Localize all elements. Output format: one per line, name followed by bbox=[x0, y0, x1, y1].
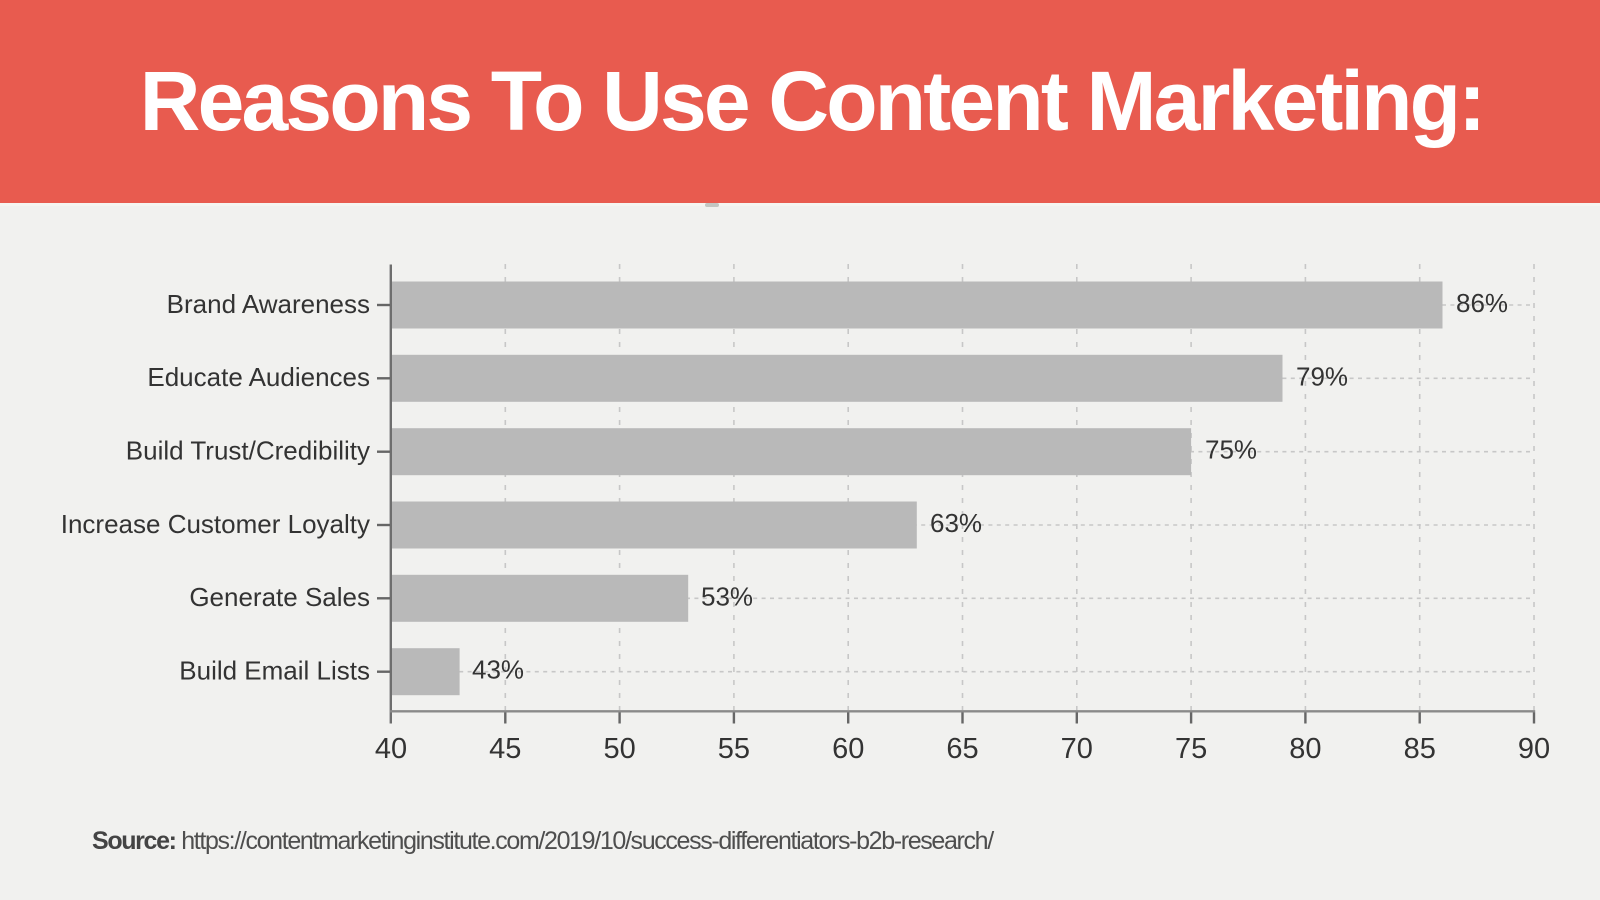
svg-text:Build Email Lists: Build Email Lists bbox=[179, 656, 370, 686]
svg-text:55: 55 bbox=[718, 733, 750, 765]
svg-text:50: 50 bbox=[603, 733, 635, 765]
svg-text:90: 90 bbox=[1518, 733, 1550, 765]
svg-text:85: 85 bbox=[1404, 733, 1436, 765]
svg-text:53%: 53% bbox=[701, 581, 753, 611]
svg-text:43%: 43% bbox=[472, 655, 524, 685]
svg-text:86%: 86% bbox=[1456, 288, 1508, 318]
svg-text:65: 65 bbox=[946, 733, 978, 765]
svg-text:75: 75 bbox=[1175, 733, 1207, 765]
svg-text:40: 40 bbox=[375, 733, 407, 765]
svg-text:80: 80 bbox=[1289, 733, 1321, 765]
svg-text:Brand Awareness: Brand Awareness bbox=[167, 289, 370, 319]
svg-text:45: 45 bbox=[489, 733, 521, 765]
svg-text:70: 70 bbox=[1061, 733, 1093, 765]
svg-text:63%: 63% bbox=[930, 508, 982, 538]
svg-text:Build Trust/Credibility: Build Trust/Credibility bbox=[126, 436, 370, 466]
svg-text:60: 60 bbox=[832, 733, 864, 765]
svg-text:Educate Audiences: Educate Audiences bbox=[147, 362, 370, 392]
svg-text:Increase Customer Loyalty: Increase Customer Loyalty bbox=[61, 509, 370, 539]
svg-text:Generate Sales: Generate Sales bbox=[189, 582, 370, 612]
svg-text:75%: 75% bbox=[1205, 435, 1257, 465]
svg-text:79%: 79% bbox=[1296, 361, 1348, 391]
